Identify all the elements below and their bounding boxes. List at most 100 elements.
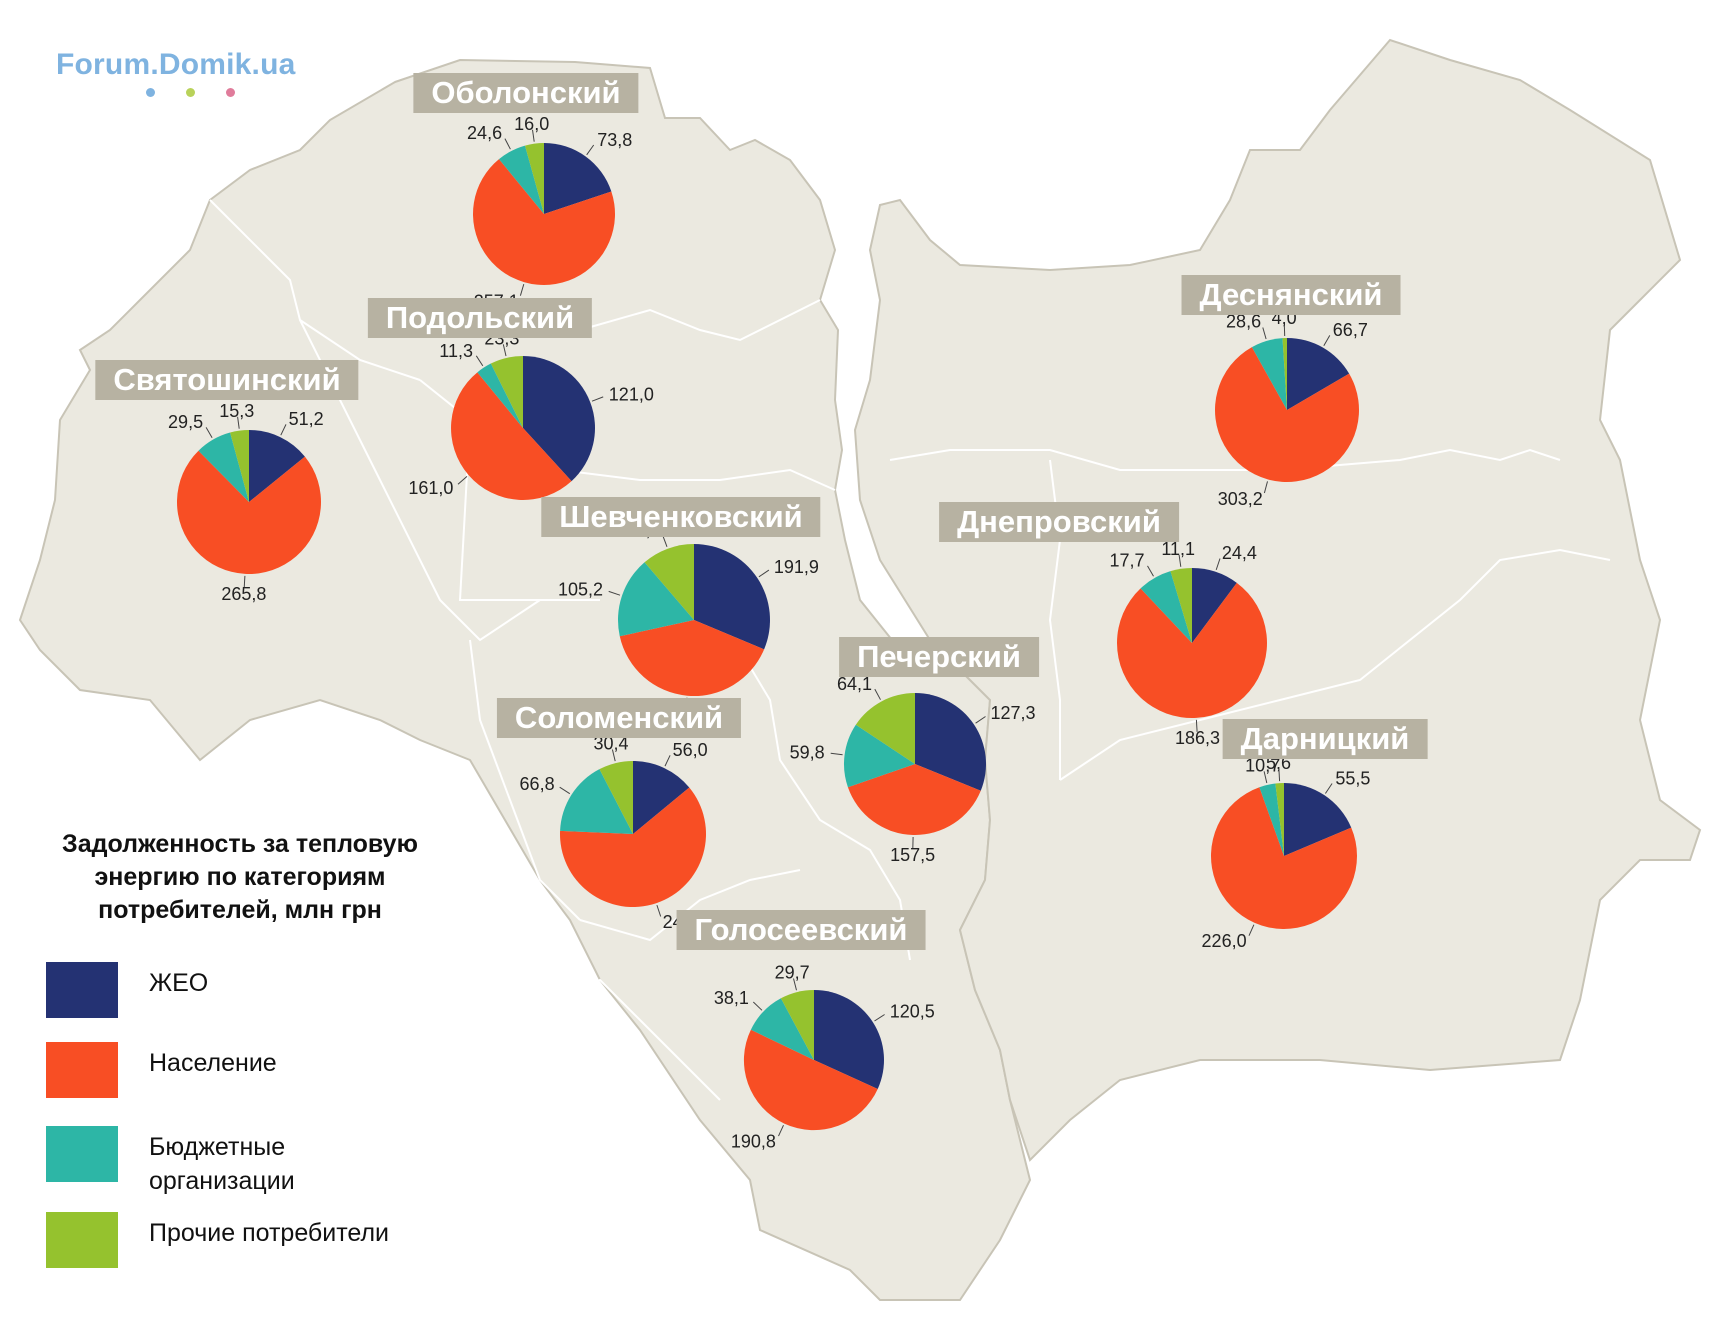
pie-slice-dneprovsky-byudzhet (1140, 571, 1192, 643)
value-label-darnitsky-byudzhet: 10,7 (1245, 756, 1280, 776)
leader-line (504, 138, 511, 150)
value-label-pechersky-naselenie: 157,5 (890, 845, 935, 865)
border-line (1059, 548, 1611, 781)
leader-line (1178, 554, 1182, 567)
pie-slice-solomensky-naselenie (560, 787, 707, 908)
pie-slice-desnyansky-naselenie (1214, 347, 1359, 482)
pie-slice-darnitsky-naselenie (1210, 787, 1357, 929)
pie-slice-solomensky-byudzhet (560, 769, 633, 834)
leader-line (1248, 924, 1255, 936)
pie-slice-dneprovsky-naselenie (1116, 582, 1267, 718)
legend-label-byudzhet: Бюджетные организации (149, 1133, 295, 1195)
value-label-goloseevsky-zheo: 120,5 (890, 1001, 935, 1021)
value-label-obolonsky-prochie: 16,0 (514, 114, 549, 134)
pie-slice-dneprovsky-prochie (1170, 568, 1192, 643)
pie-slice-darnitsky-prochie (1275, 783, 1284, 856)
leader-line (1215, 558, 1221, 571)
leader-line (475, 355, 484, 367)
border-line (299, 319, 541, 642)
leader-line (532, 129, 535, 142)
leader-line (237, 416, 240, 429)
pie-slice-goloseevsky-prochie (780, 990, 814, 1060)
district-label-solomensky: Соломенский (496, 698, 742, 738)
district-label-pechersky: Печерский (839, 637, 1039, 677)
value-label-pechersky-zheo: 127,3 (991, 703, 1036, 723)
leader-line (1262, 327, 1267, 340)
district-borders (209, 199, 1611, 1101)
pie-slice-darnitsky-byudzhet (1259, 783, 1284, 856)
district-label-desnyansky: Деснянский (1181, 275, 1401, 315)
east-bank-land (853, 38, 1702, 1162)
leader-line (457, 476, 468, 485)
pie-slice-shevchenkovsky-prochie (644, 544, 694, 620)
pie-pechersky: 127,3 157,5 59,8 64,1 (790, 674, 1036, 865)
leader-line (662, 535, 668, 547)
pie-slice-svyatoshinsky-prochie (230, 430, 249, 502)
pie-goloseevsky: 120,5 190,8 38,1 29,7 (714, 963, 935, 1152)
value-label-shevchenkovsky-zheo: 191,9 (774, 557, 819, 577)
leader-line (611, 749, 616, 762)
pie-slice-podolsky-zheo (523, 355, 596, 482)
value-label-goloseevsky-prochie: 29,7 (775, 963, 810, 983)
pie-slice-svyatoshinsky-naselenie (176, 450, 321, 575)
legend-swatch-prochie (46, 1212, 118, 1268)
border-line (739, 649, 911, 961)
border-line (419, 379, 600, 601)
brand-dots (146, 88, 236, 102)
pie-slice-goloseevsky-zheo (814, 990, 884, 1089)
legend-swatch-byudzhet (46, 1126, 118, 1182)
legend-label-zheo: ЖЕО (149, 969, 209, 997)
pie-slice-solomensky-prochie (599, 761, 633, 834)
brand-logo[interactable]: Forum.Domik.ua (56, 48, 296, 81)
legend-swatch-zheo (46, 962, 118, 1018)
pie-slice-shevchenkovsky-naselenie (619, 620, 765, 696)
district-label-shevchenkovsky: Шевченковский (541, 497, 821, 537)
leader-line (1195, 719, 1198, 732)
district-label-obolonsky: Оболонский (413, 73, 639, 113)
pie-slice-podolsky-prochie (490, 355, 523, 428)
legend-swatch-naselenie (46, 1042, 118, 1098)
border-line (579, 299, 821, 342)
pie-slice-desnyansky-prochie (1282, 338, 1287, 410)
leader-line (280, 424, 287, 436)
pie-slice-shevchenkovsky-byudzhet (617, 562, 694, 637)
value-label-svyatoshinsky-prochie: 15,3 (219, 401, 254, 421)
leader-line (975, 716, 986, 724)
border-line (559, 978, 721, 1101)
leader-line (559, 786, 571, 795)
brand-dot-blue (146, 88, 155, 97)
leader-line (586, 144, 595, 156)
leader-line (874, 688, 881, 700)
value-label-svyatoshinsky-zheo: 51,2 (289, 409, 324, 429)
leader-line (874, 1014, 885, 1022)
value-label-solomensky-prochie: 30,4 (593, 734, 628, 754)
district-label-darnitsky: Дарницкий (1222, 719, 1428, 759)
value-label-desnyansky-naselenie: 303,2 (1218, 489, 1263, 509)
leader-line (608, 590, 621, 596)
value-label-goloseevsky-naselenie: 190,8 (731, 1132, 776, 1152)
leader-line (1324, 783, 1333, 794)
legend-title: Задолженность за тепловую энергию по кат… (62, 830, 418, 924)
value-label-dneprovsky-zheo: 24,4 (1222, 543, 1257, 563)
brand-dot-pink (226, 88, 235, 97)
pie-slice-svyatoshinsky-byudzhet (198, 432, 249, 502)
district-label-dneprovsky: Днепровский (939, 502, 1179, 542)
value-label-podolsky-naselenie: 161,0 (408, 478, 453, 498)
legend-label-prochie: Прочие потребители (149, 1219, 390, 1247)
pie-slice-darnitsky-zheo (1284, 783, 1352, 856)
leader-line (1323, 335, 1331, 347)
pie-slice-podolsky-byudzhet (477, 363, 523, 428)
pie-slice-pechersky-naselenie (847, 764, 981, 836)
border-line (469, 639, 581, 921)
pie-slice-pechersky-byudzhet (843, 724, 915, 788)
leader-line (830, 752, 843, 756)
border-line (579, 869, 801, 942)
pie-shevchenkovsky: 191,9246,8105,269,1 (558, 520, 819, 726)
leader-line (793, 978, 797, 991)
pie-svyatoshinsky: 51,2 265,8 29,5 15,3 (168, 401, 324, 604)
pie-slice-obolonsky-byudzhet (498, 145, 544, 214)
district-label-podolsky: Подольский (367, 298, 593, 338)
pie-slice-goloseevsky-byudzhet (750, 998, 814, 1060)
